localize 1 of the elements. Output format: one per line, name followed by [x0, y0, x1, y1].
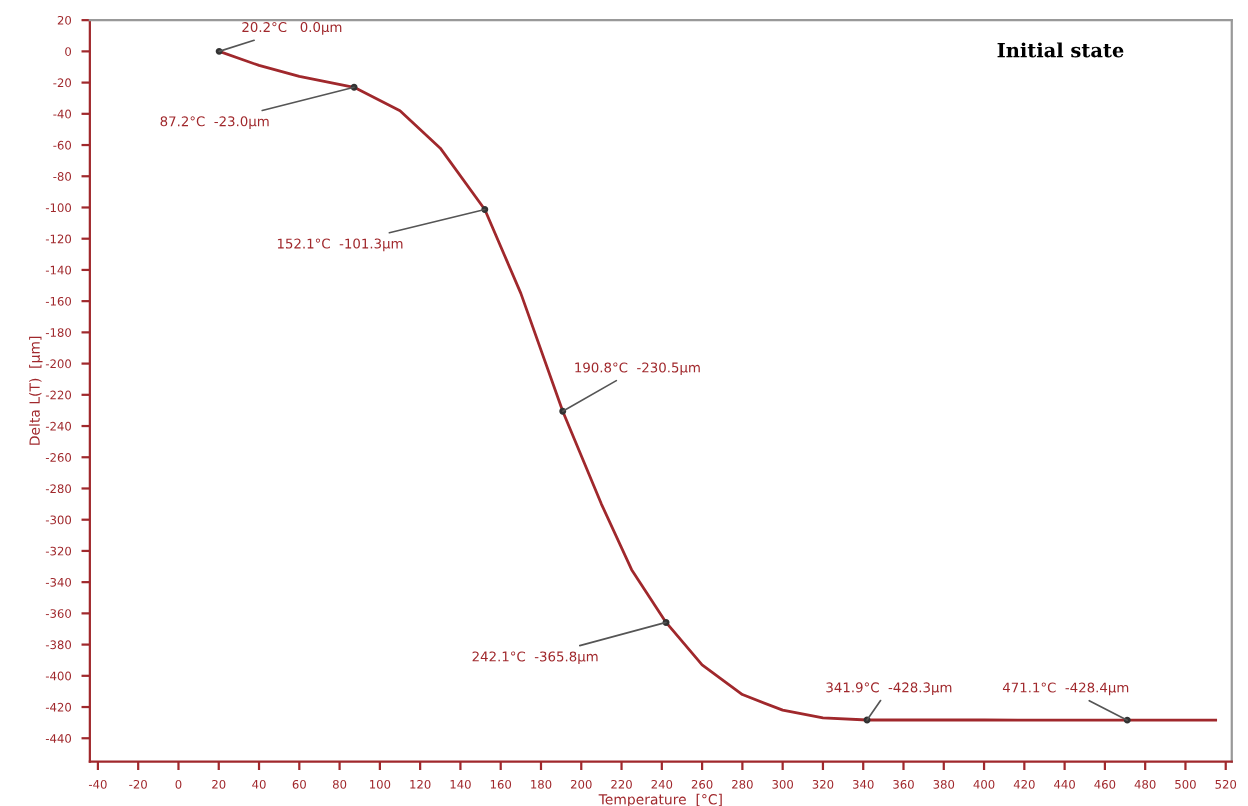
text: Initial state — [997, 42, 1124, 58]
